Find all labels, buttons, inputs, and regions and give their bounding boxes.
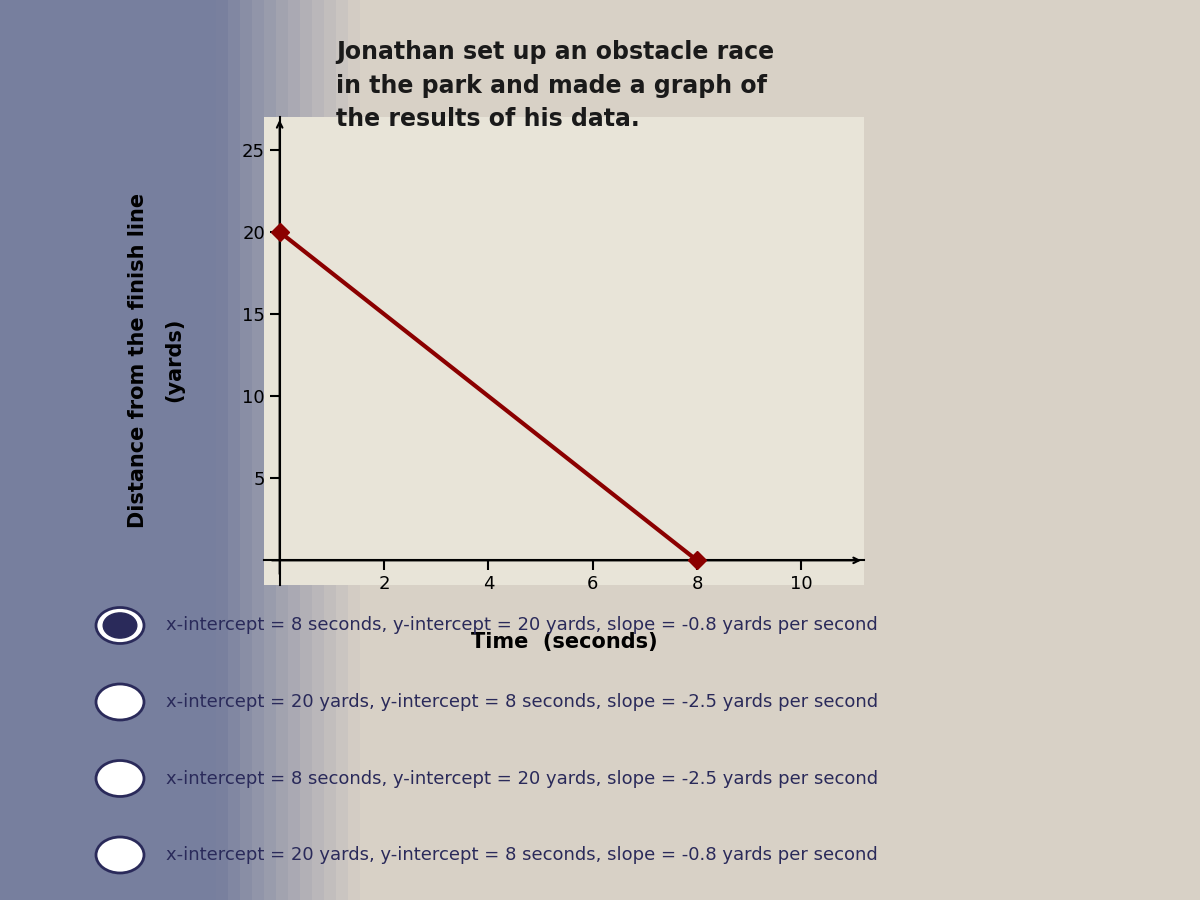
Text: x-intercept = 20 yards, y-intercept = 8 seconds, slope = -0.8 yards per second: x-intercept = 20 yards, y-intercept = 8 … xyxy=(166,846,877,864)
Text: Time  (seconds): Time (seconds) xyxy=(470,632,658,652)
Text: x-intercept = 20 yards, y-intercept = 8 seconds, slope = -2.5 yards per second: x-intercept = 20 yards, y-intercept = 8 … xyxy=(166,693,877,711)
Text: x-intercept = 8 seconds, y-intercept = 20 yards, slope = -2.5 yards per second: x-intercept = 8 seconds, y-intercept = 2… xyxy=(166,770,877,788)
Text: x-intercept = 8 seconds, y-intercept = 20 yards, slope = -0.8 yards per second: x-intercept = 8 seconds, y-intercept = 2… xyxy=(166,616,877,634)
Text: Jonathan set up an obstacle race
in the park and made a graph of
the results of : Jonathan set up an obstacle race in the … xyxy=(336,40,774,131)
Text: (yards): (yards) xyxy=(164,318,184,402)
Text: Distance from the finish line: Distance from the finish line xyxy=(128,193,148,527)
